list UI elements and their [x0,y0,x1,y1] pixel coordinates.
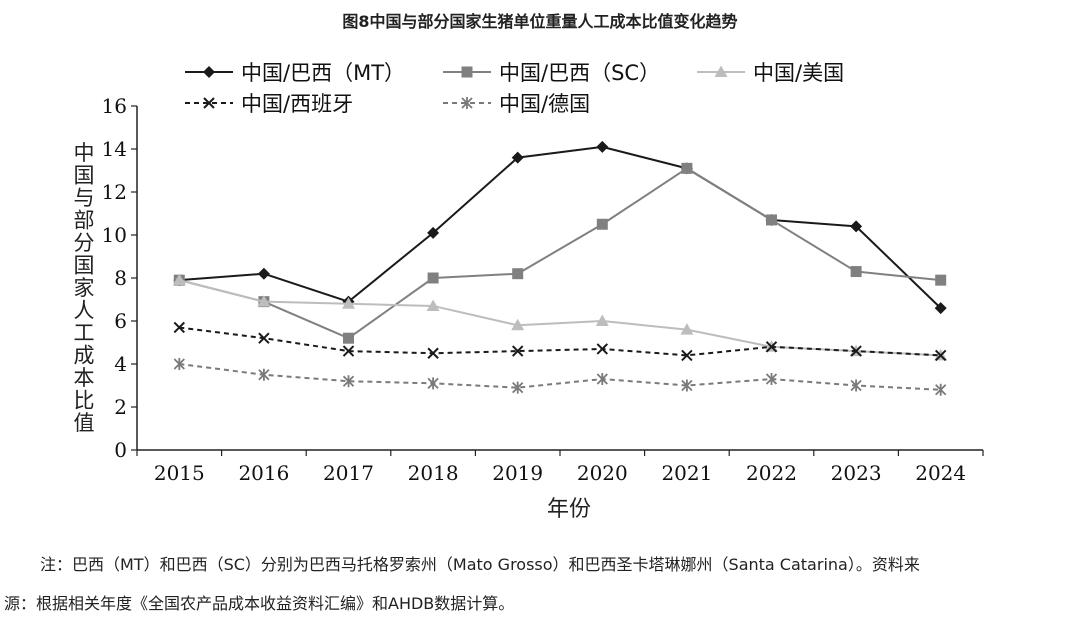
y-tick-label: 10 [102,223,127,247]
data-point [512,268,524,280]
data-point [427,272,439,284]
x-axis-label: 年份 [547,497,591,522]
series-5 [173,358,947,396]
legend-label: 中国/美国 [753,61,844,85]
series-1 [173,140,947,315]
series-line [179,326,941,357]
x-tick-label: 2022 [746,461,797,485]
data-point [511,151,524,164]
series-4 [173,321,947,362]
data-point [342,345,355,357]
y-tick-label: 16 [102,94,127,118]
legend-label: 中国/德国 [499,92,590,116]
x-tick-label: 2017 [323,461,374,485]
x-tick-label: 2018 [408,461,459,485]
series-line [179,145,942,309]
x-tick-label: 2024 [915,461,966,485]
data-point [172,273,186,286]
data-point [596,218,608,230]
data-point [511,318,525,331]
data-point [681,349,693,362]
data-point [512,381,524,394]
data-point [935,274,947,286]
series-line [179,279,941,357]
axes: 0 2 4 6 8 10 12 14 16 2015 2016 2017 2018 2019 2020 202… [102,94,984,485]
data-point [257,295,271,307]
series-layer [172,140,948,396]
x-tick-label: 2015 [154,461,205,485]
series-line [179,167,941,340]
data-point [427,226,440,239]
data-point [680,323,694,335]
legend-marker [714,65,728,77]
x-tick-label: 2021 [661,461,712,485]
data-point [850,379,862,392]
x-tick-label: 2020 [577,461,628,485]
line-chart: 图8中国与部分国家生猪单位重量人工成本比值变化趋势 中国/巴西（MT） 中国/巴西… [74,12,984,522]
y-tick-label: 8 [114,266,127,290]
data-point [258,332,270,344]
data-point [511,345,524,357]
data-point [343,332,354,344]
data-point [934,302,947,315]
legend-label: 中国/巴西（SC） [499,61,660,85]
y-tick-label: 2 [114,395,127,419]
chart-title: 图8中国与部分国家生猪单位重量人工成本比值变化趋势 [342,12,737,31]
data-point [257,267,270,280]
data-point [766,214,777,226]
y-tick-label: 0 [114,438,127,462]
data-point [934,349,947,362]
legend-marker [461,97,473,109]
data-point [595,314,609,326]
data-point [850,220,863,233]
data-point [427,377,439,390]
legend-item-3: 中国/美国 [697,61,844,85]
data-point [173,321,186,334]
data-point [596,343,609,355]
data-point [765,373,778,386]
data-point [426,299,440,311]
data-point [850,345,862,357]
legend-item-1: 中国/巴西（MT） [185,61,405,85]
series-3 [172,273,948,361]
legend-label: 中国/西班牙 [241,92,353,116]
footnote-line-2: 源：根据相关年度《全国农产品成本收益资料汇编》和AHDB数据计算。 [4,594,515,613]
y-tick-label: 4 [114,352,127,376]
legend-item-2: 中国/巴西（SC） [443,61,660,85]
data-point [935,383,947,396]
data-point [596,140,609,153]
data-point [258,368,270,381]
x-tick-label: 2023 [831,461,882,485]
legend-item-4: 中国/西班牙 [185,92,353,116]
x-tick-label: 2016 [238,461,289,485]
data-point [850,266,862,278]
legend-item-5: 中国/德国 [443,92,590,116]
legend-label: 中国/巴西（MT） [241,61,405,85]
legend-marker [203,66,215,78]
series-2 [173,162,947,344]
data-point [342,375,355,388]
data-point [765,341,778,353]
data-point [681,162,693,174]
legend-marker [461,66,473,78]
x-tick-label: 2019 [492,461,543,485]
y-tick-label: 12 [102,180,127,204]
data-point [681,379,693,392]
data-point [427,347,439,359]
y-tick-label: 6 [114,309,127,333]
legend-marker [203,97,215,109]
data-point [596,373,608,386]
data-point [342,297,355,309]
y-axis-label: 中国与部分国家人工成本比值 [74,141,95,435]
series-line [179,363,941,391]
data-point [173,358,185,370]
y-tick-label: 14 [102,137,127,161]
footnote-line-1: 注：巴西（MT）和巴西（SC）分别为巴西马托格罗索州（Mato Grosso）和… [40,555,920,574]
